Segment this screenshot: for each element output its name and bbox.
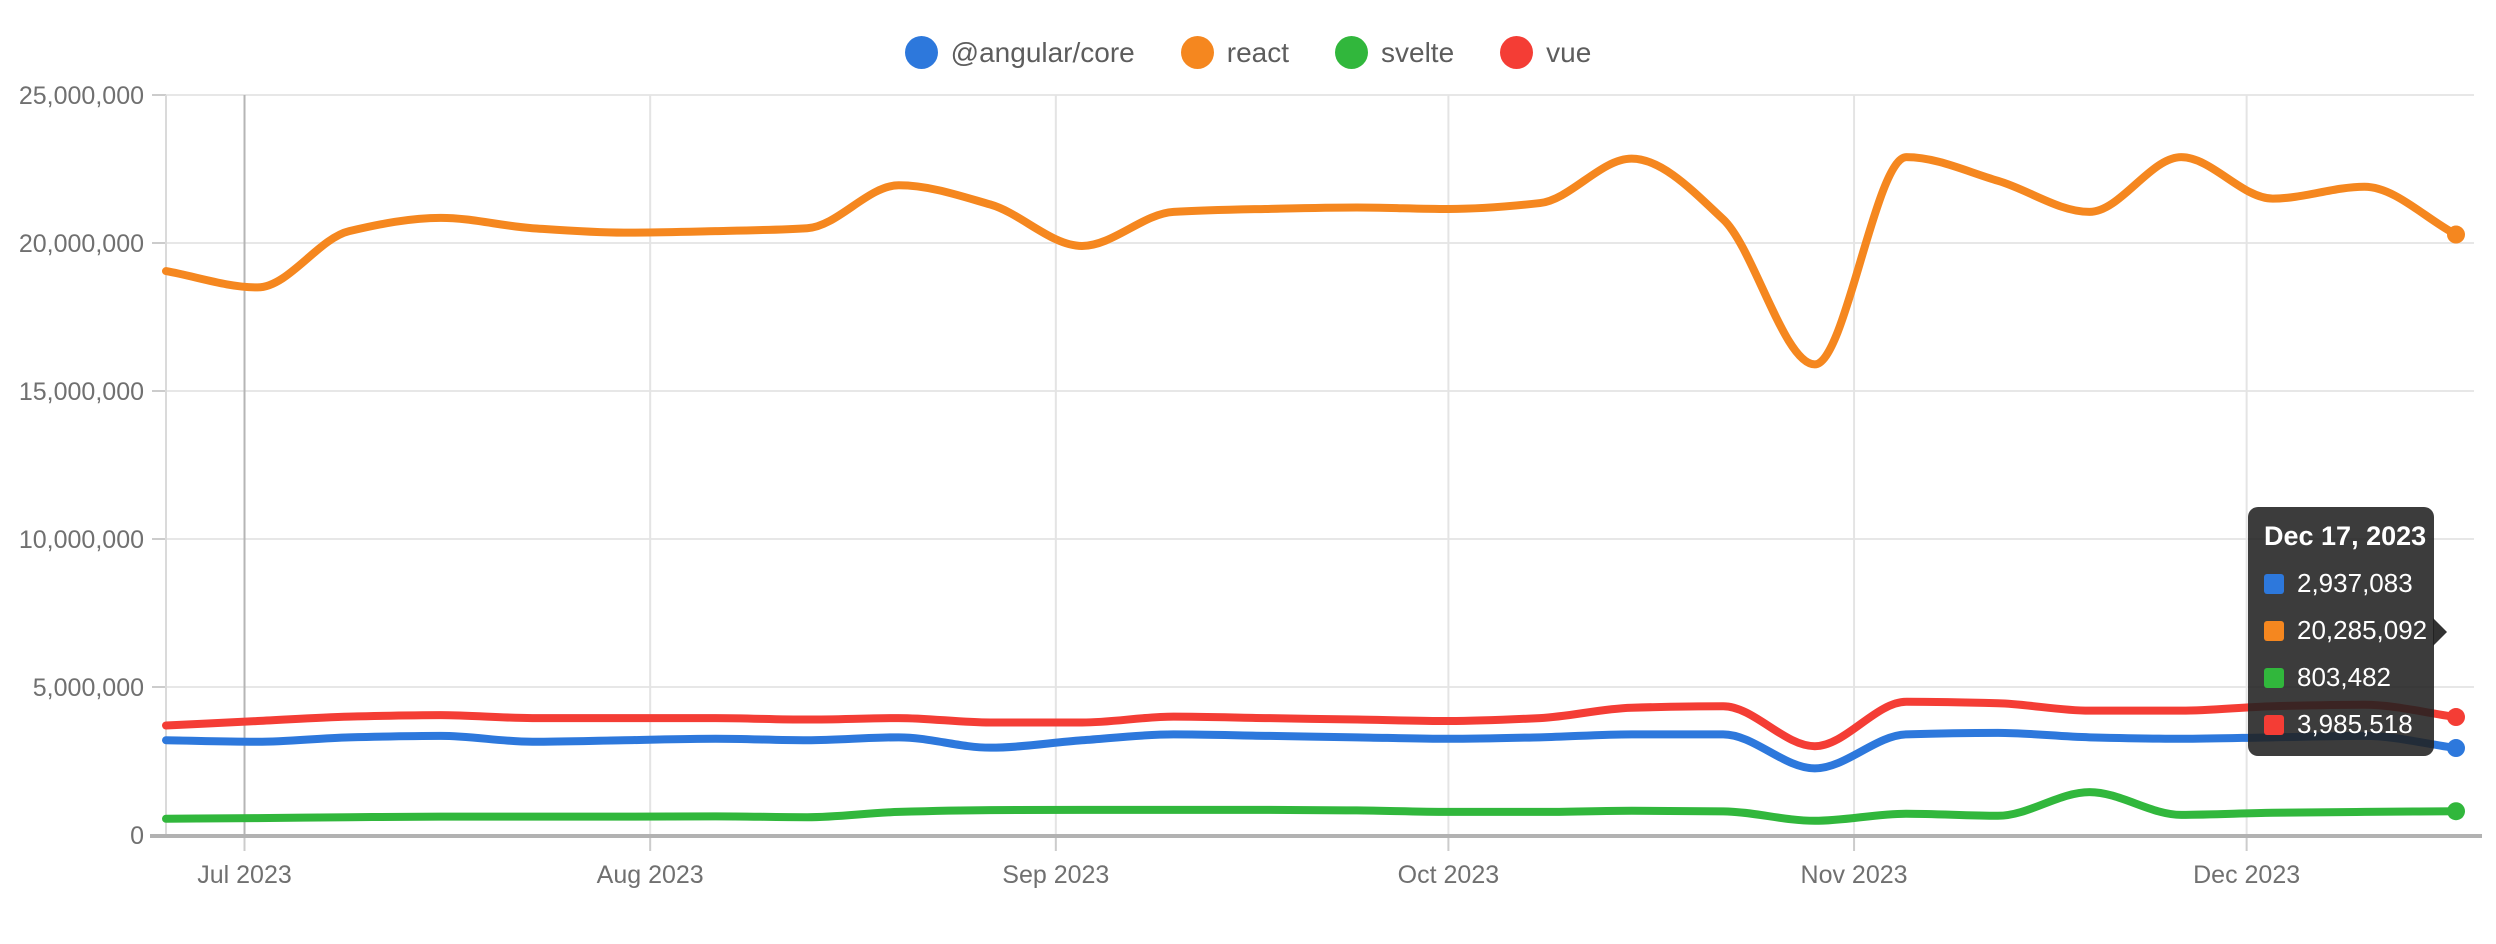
y-tick-label: 10,000,000 (19, 526, 144, 554)
y-tick-label: 0 (130, 822, 144, 850)
series-line-react (162, 153, 2460, 369)
react-color-dot-icon (1180, 36, 1214, 69)
y-tick-label: 15,000,000 (19, 378, 144, 406)
y-tick-label: 5,000,000 (33, 674, 144, 702)
angular-core-color-dot-icon (904, 36, 938, 69)
series-hover-dot-vue (2447, 708, 2465, 727)
y-tick-label: 20,000,000 (19, 230, 144, 258)
legend-item-angular-core[interactable]: @angular/core (904, 36, 1135, 69)
x-tick-label: Sep 2023 (1002, 861, 1109, 889)
series-hover-dot-svelte (2447, 802, 2465, 821)
tooltip-value-svelte: 803,482 (2297, 662, 2391, 692)
x-tick-label: Jul 2023 (197, 861, 292, 889)
x-tick-label: Aug 2023 (597, 861, 704, 889)
vue-color-dot-icon (1500, 36, 1534, 69)
series-hover-dot--angular-core (2447, 739, 2465, 758)
series-line-vue (162, 697, 2460, 751)
chart-legend: @angular/core react svelte vue (0, 36, 2496, 69)
legend-item-react[interactable]: react (1180, 36, 1289, 69)
svelte-color-dot-icon (1335, 36, 1368, 69)
chart-tooltip: Dec 17, 2023 2,937,083 20,285,092 803,48… (2248, 507, 2447, 756)
legend-item-svelte[interactable]: svelte (1335, 36, 1454, 69)
series-line--angular-core (162, 728, 2460, 773)
tooltip-row-react: 20,285,092 (2264, 615, 2427, 646)
tooltip-arrow-icon (2433, 617, 2447, 646)
series-line-svelte (162, 788, 2460, 825)
tooltip-row-svelte: 803,482 (2264, 662, 2418, 693)
svelte-swatch-icon (2264, 667, 2284, 688)
x-tick-label: Oct 2023 (1398, 861, 1499, 889)
tooltip-date-title: Dec 17, 2023 (2264, 521, 2427, 551)
series-hover-dot-react (2447, 225, 2465, 244)
tooltip-row-vue: 3,985,518 (2264, 709, 2418, 740)
legend-label-angular-core: @angular/core (950, 36, 1135, 68)
tooltip-value-react: 20,285,092 (2297, 615, 2428, 645)
tooltip-value-angular-core: 2,937,083 (2297, 568, 2413, 598)
react-swatch-icon (2264, 620, 2284, 641)
tooltip-value-vue: 3,985,518 (2297, 709, 2413, 739)
vue-swatch-icon (2264, 714, 2284, 735)
angular-core-swatch-icon (2264, 573, 2284, 594)
legend-label-svelte: svelte (1381, 36, 1455, 68)
x-tick-label: Dec 2023 (2193, 861, 2300, 889)
legend-label-react: react (1226, 36, 1289, 68)
legend-label-vue: vue (1546, 36, 1592, 68)
y-tick-label: 25,000,000 (19, 82, 144, 110)
tooltip-row-angular-core: 2,937,083 (2264, 568, 2418, 599)
legend-item-vue[interactable]: vue (1500, 36, 1591, 69)
x-tick-label: Nov 2023 (1801, 861, 1908, 889)
